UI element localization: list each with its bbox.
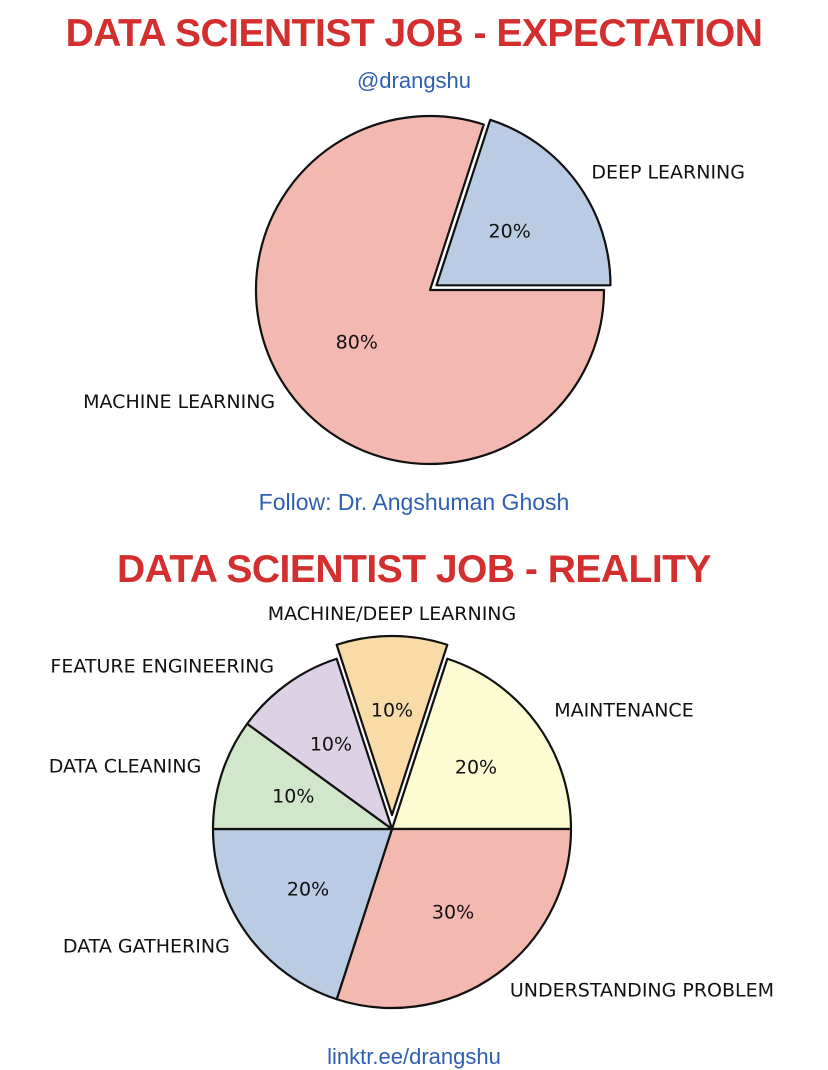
reality-title: DATA SCIENTIST JOB - REALITY xyxy=(116,548,712,591)
category-label-deep-learning: DEEP LEARNING xyxy=(591,161,745,183)
follow-credit[interactable]: Follow: Dr. Angshuman Ghosh xyxy=(258,489,570,515)
category-label-data-cleaning: DATA CLEANING xyxy=(49,756,202,778)
category-label-machine-deep-learning: MACHINE/DEEP LEARNING xyxy=(268,603,517,625)
pie-slice-deep-learning xyxy=(435,118,612,287)
category-label-machine-learning: MACHINE LEARNING xyxy=(83,391,275,413)
pct-label-deep-learning: 20% xyxy=(489,221,531,243)
pct-label-maintenance: 20% xyxy=(455,756,497,778)
category-label-maintenance: MAINTENANCE xyxy=(554,700,694,722)
bottom-link-partial[interactable]: linktr.ee/drangshu xyxy=(327,1044,501,1069)
pie-slice-machine-deep-learning xyxy=(335,634,449,817)
pie-slice-data-gathering xyxy=(211,827,394,1001)
category-label-feature-engineering: FEATURE ENGINEERING xyxy=(50,655,274,677)
category-label-understanding-problem: UNDERSTANDING PROBLEM xyxy=(510,980,774,1002)
category-label-data-gathering: DATA GATHERING xyxy=(63,935,230,957)
expectation-title: DATA SCIENTIST JOB - EXPECTATION xyxy=(65,12,763,55)
pie-slice-machine-learning xyxy=(254,114,606,466)
pie-slice-maintenance xyxy=(390,657,573,831)
author-handle[interactable]: @drangshu xyxy=(356,68,472,93)
pct-label-data-cleaning: 10% xyxy=(272,785,314,807)
pct-label-feature-engineering: 10% xyxy=(310,734,352,756)
pct-label-machine-deep-learning: 10% xyxy=(371,700,413,722)
pie-slice-data-cleaning xyxy=(211,722,394,831)
pct-label-understanding-problem: 30% xyxy=(432,901,474,923)
pct-label-machine-learning: 80% xyxy=(336,332,378,354)
pie-slice-understanding-problem xyxy=(335,827,573,1010)
pie-slice-feature-engineering xyxy=(246,657,394,831)
expectation-pie-chart: 20% DEEP LEARNING 80% MACHINE LEARNING xyxy=(83,114,745,466)
pct-label-data-gathering: 20% xyxy=(287,879,329,901)
